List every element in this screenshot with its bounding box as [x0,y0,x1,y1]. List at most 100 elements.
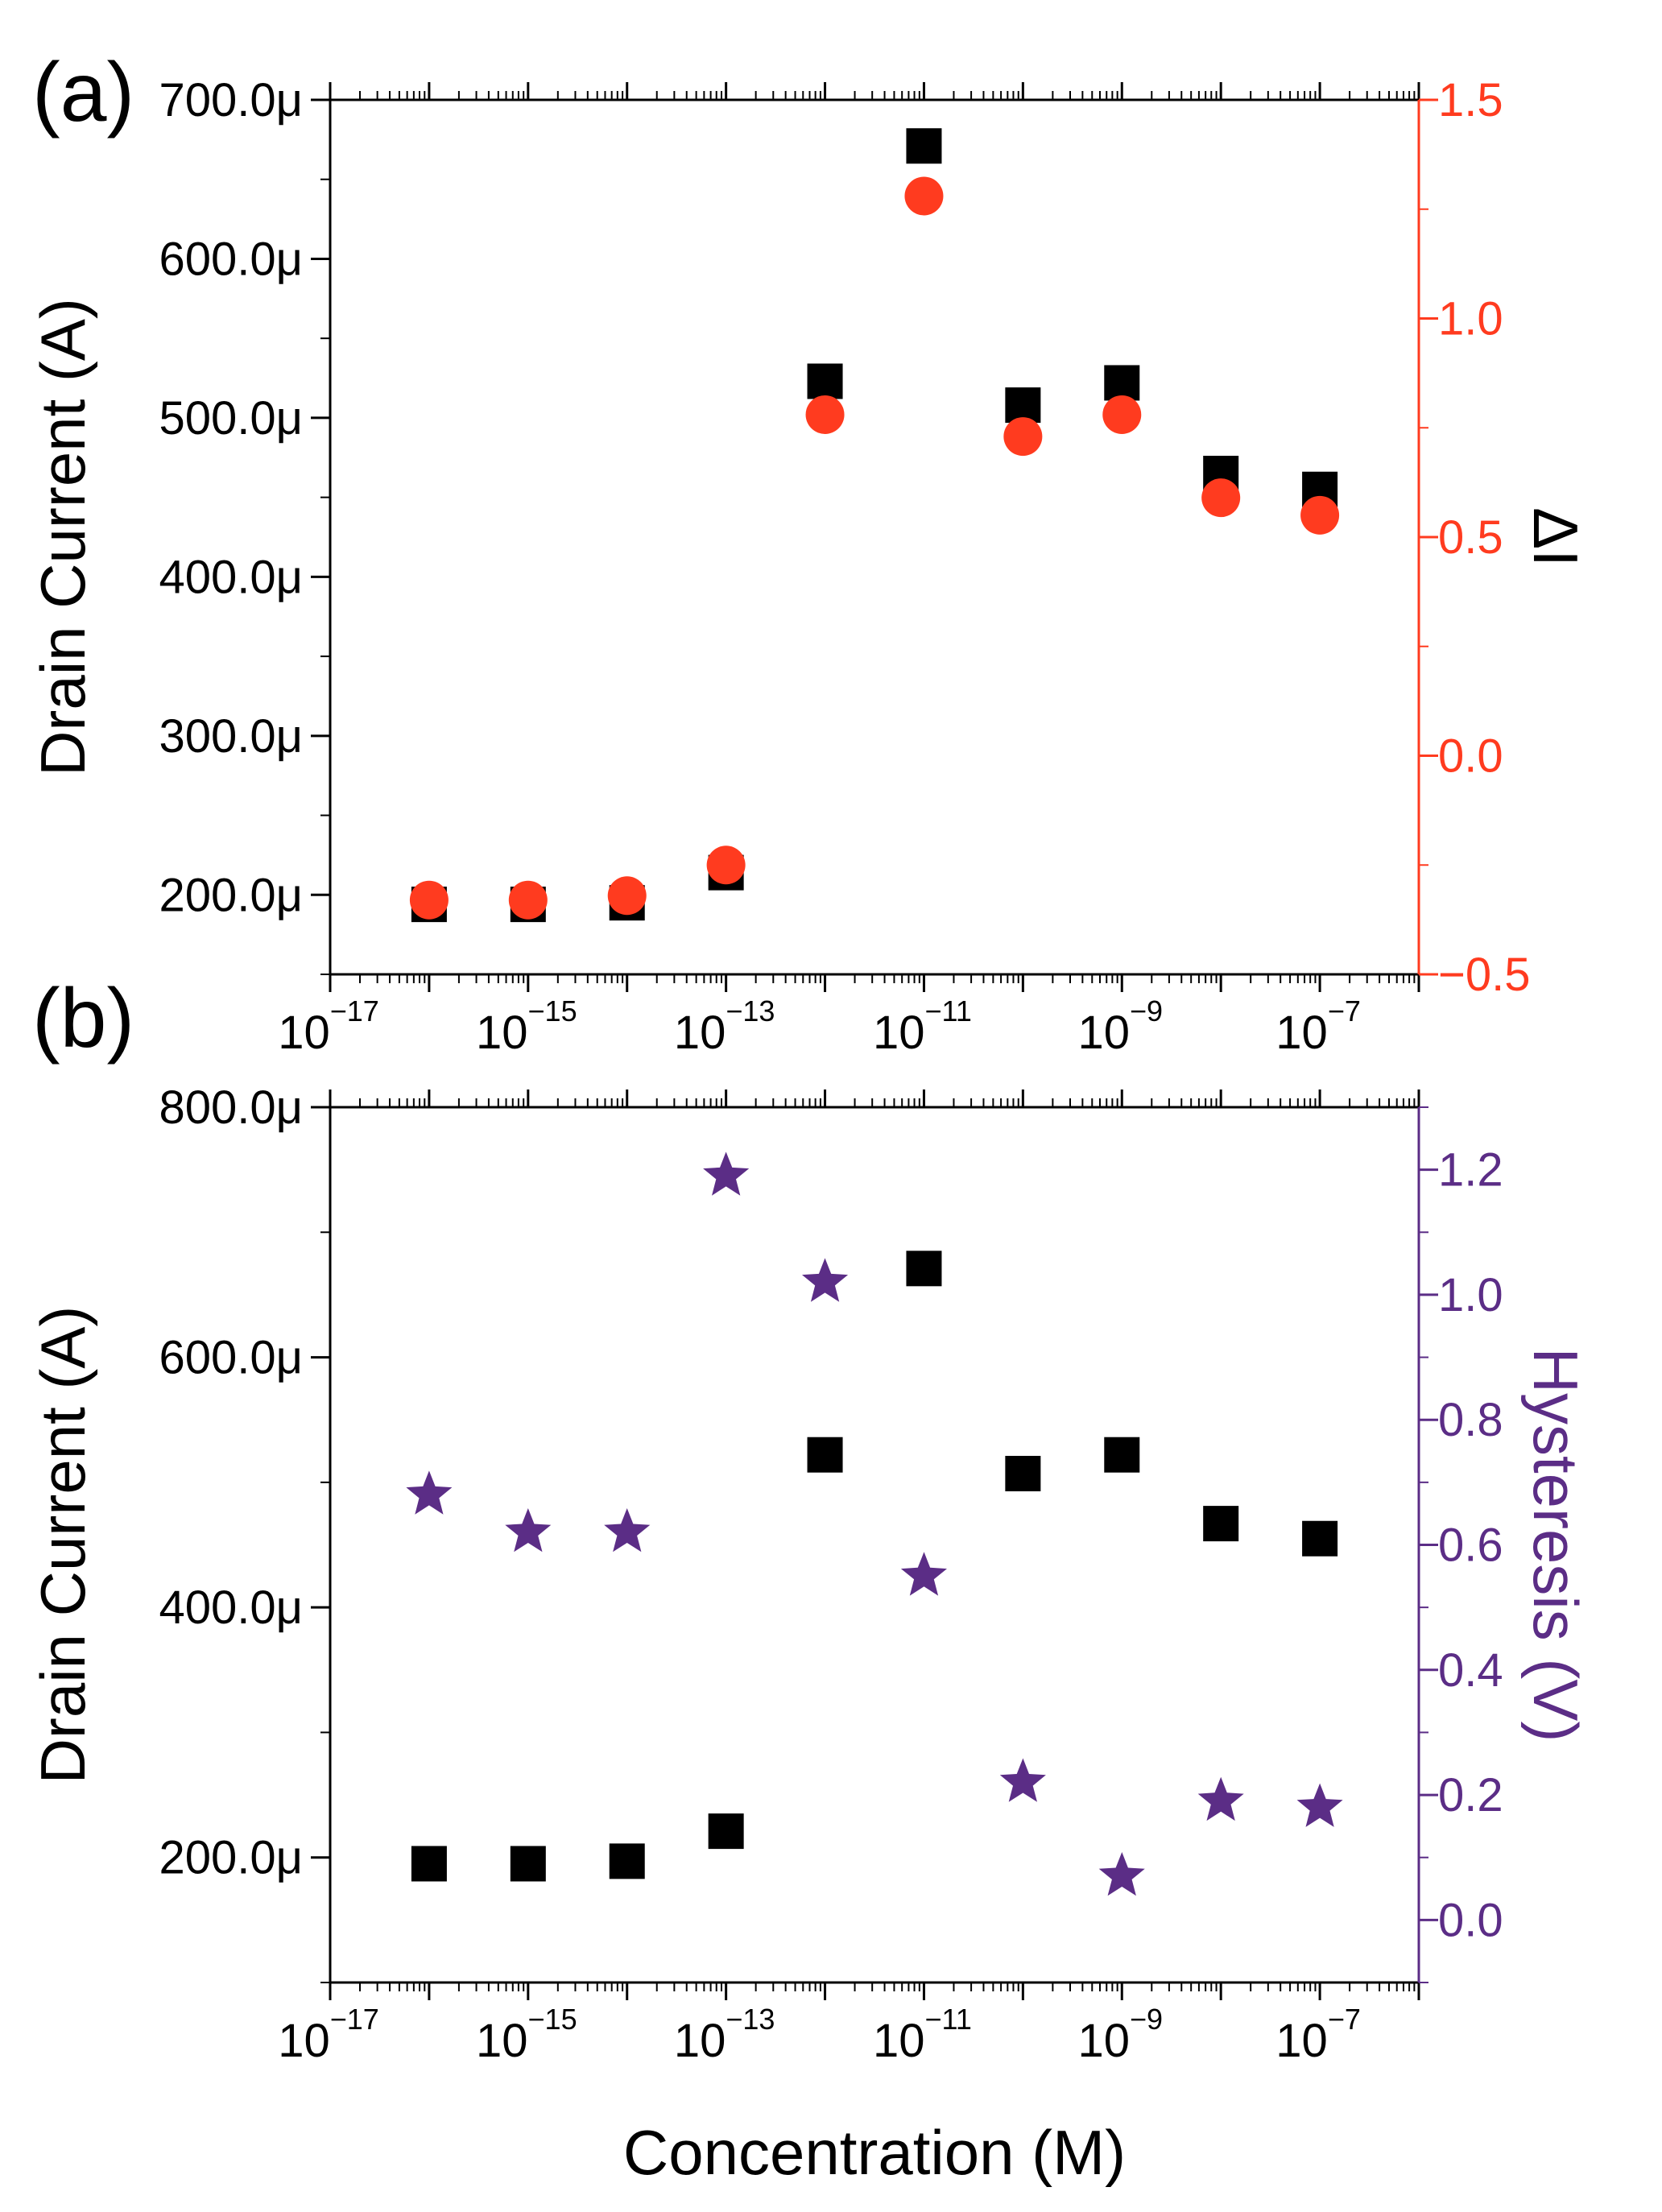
data-point-star [999,1758,1046,1802]
y2-tick-label: 0.5 [1438,511,1503,564]
data-point-circle [1300,495,1340,535]
x-tick-exponent: −11 [925,994,972,1027]
data-point-circle [1003,417,1043,457]
x-tick-base: 10 [1077,2015,1130,2067]
data-point-square [1005,387,1041,424]
x-tick-base: 10 [476,1007,528,1059]
x-tick-exponent: −9 [1130,2003,1163,2036]
x-tick-label: 10−17 [278,994,379,1059]
data-point-star [1197,1776,1244,1821]
y-tick-label: 300.0μ [159,710,303,763]
y2-tick-label: 0.4 [1438,1644,1503,1697]
data-point-square [1104,365,1140,401]
y2-tick-label: 0.6 [1438,1519,1503,1572]
x-tick-label: 10−9 [1077,2003,1163,2067]
y-tick-label: 600.0μ [159,233,303,285]
data-point-square [906,128,942,164]
y2-tick-label: 1.5 [1438,74,1503,126]
series-hysteresis [406,1151,1343,1896]
y-tick-label: 600.0μ [159,1332,303,1384]
data-point-star [604,1508,651,1553]
y2-axis-title: Hysteresis (V) [1520,1348,1591,1743]
y2-tick-label: 1.2 [1438,1144,1503,1197]
x-tick-label: 10−17 [278,2003,379,2067]
y-tick-label: 400.0μ [159,1581,303,1634]
data-point-square [1302,1520,1338,1557]
x-tick-base: 10 [278,2015,330,2067]
data-point-circle [904,176,944,216]
y2-tick-label: 1.0 [1438,293,1503,345]
x-tick-exponent: −17 [330,994,379,1027]
x-tick-exponent: −7 [1328,2003,1361,2036]
data-point-square [1203,1506,1239,1542]
x-tick-exponent: −13 [726,2003,775,2036]
x-tick-base: 10 [278,1007,330,1059]
y-tick-label: 700.0μ [159,74,303,126]
panel-label: (b) [32,972,134,1065]
x-tick-exponent: −15 [528,2003,577,2036]
x-tick-label: 10−11 [873,2003,972,2067]
data-point-square [1005,1455,1041,1491]
data-point-square [708,1813,744,1850]
y-tick-label: 400.0μ [159,551,303,603]
x-tick-label: 10−9 [1077,994,1163,1059]
y-tick-label: 800.0μ [159,1081,303,1134]
data-point-circle [706,846,746,885]
x-tick-exponent: −13 [726,994,775,1027]
data-point-star [802,1258,849,1302]
x-tick-exponent: −9 [1130,994,1163,1027]
x-tick-exponent: −15 [528,994,577,1027]
x-tick-base: 10 [1077,1007,1130,1059]
data-point-star [900,1552,947,1596]
x-tick-exponent: −11 [925,2003,972,2036]
data-point-circle [409,880,449,920]
data-point-circle [508,880,548,920]
x-tick-label: 10−15 [476,2003,577,2067]
y2-tick-label: 1.0 [1438,1269,1503,1321]
data-point-square [609,1843,645,1879]
x-tick-base: 10 [873,1007,925,1059]
y2-tick-label: 0.2 [1438,1769,1503,1821]
data-point-circle [1102,395,1142,434]
y2-tick-label: 0.0 [1438,730,1503,783]
x-tick-exponent: −17 [330,2003,379,2036]
y2-tick-label: 0.8 [1438,1394,1503,1446]
x-tick-label: 10−7 [1275,2003,1361,2067]
y2-axis-title: ΔI [1520,507,1591,567]
data-point-star [406,1470,453,1515]
panel-label: (a) [32,46,134,139]
series-drain-current [411,1251,1338,1882]
y-tick-label: 500.0μ [159,392,303,444]
x-tick-base: 10 [873,2015,925,2067]
x-tick-label: 10−11 [873,994,972,1059]
y2-tick-label: −0.5 [1438,949,1531,1001]
data-point-star [1296,1783,1343,1827]
x-tick-label: 10−7 [1275,994,1361,1059]
x-tick-base: 10 [674,2015,726,2067]
y2-tick-label: 0.0 [1438,1894,1503,1946]
data-point-square [411,1846,447,1882]
data-point-circle [1201,478,1241,518]
chart-panel-b: (b)10−17 10−15 10−13 10−11 10−9 10−7200.0μ400… [27,972,1591,2188]
data-point-circle [805,395,845,434]
x-tick-label: 10−13 [674,994,775,1059]
x-tick-base: 10 [1275,2015,1328,2067]
x-tick-label: 10−13 [674,2003,775,2067]
data-point-star [1098,1852,1145,1896]
y-axis-title: Drain Current (A) [27,1306,98,1784]
data-point-square [1104,1437,1140,1473]
data-point-star [505,1508,552,1553]
y-tick-label: 200.0μ [159,1832,303,1884]
data-point-star [703,1151,750,1196]
series--i [409,176,1340,920]
y-tick-label: 200.0μ [159,869,303,921]
x-tick-base: 10 [674,1007,726,1059]
x-axis-title: Concentration (M) [623,2117,1126,2188]
data-point-square [906,1251,942,1287]
x-tick-base: 10 [476,2015,528,2067]
x-tick-exponent: −7 [1328,994,1361,1027]
y-axis-title: Drain Current (A) [27,298,98,776]
x-tick-base: 10 [1275,1007,1328,1059]
data-point-square [510,1846,546,1882]
